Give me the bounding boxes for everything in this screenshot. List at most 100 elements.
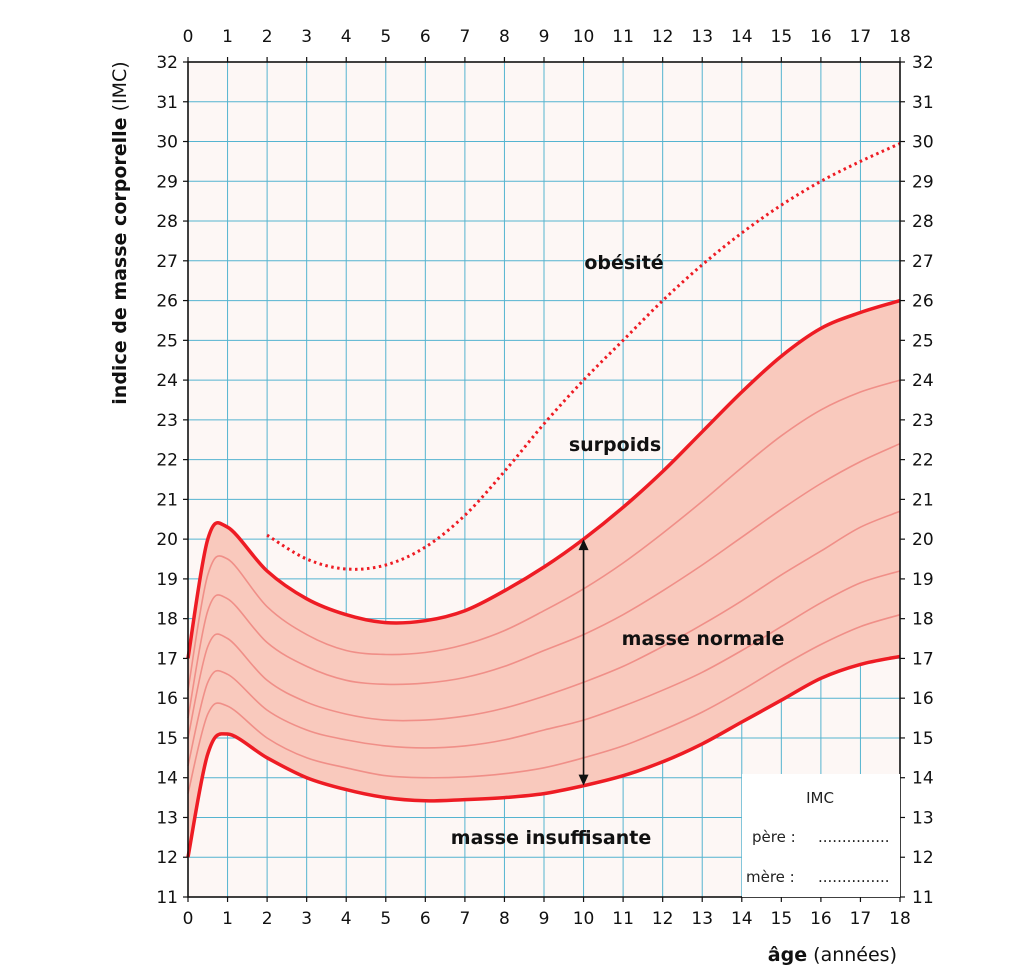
x-tick-label-top: 0: [183, 27, 194, 47]
x-tick-label-top: 6: [420, 27, 431, 47]
region-label-surpoids: surpoids: [569, 434, 661, 456]
x-tick-label-bottom: 1: [222, 909, 233, 929]
plot-frame: [183, 57, 905, 902]
y-tick-label-right: 22: [912, 451, 934, 471]
y-tick-label-right: 12: [912, 848, 934, 868]
y-tick-label-right: 27: [912, 252, 934, 272]
tick-labels: 0011223344556677889910101111121213131414…: [156, 27, 933, 929]
x-tick-label-bottom: 15: [771, 909, 793, 929]
x-tick-label-top: 17: [850, 27, 872, 47]
y-tick-label-left: 27: [156, 252, 178, 272]
arrow-head-down: [578, 774, 589, 786]
y-tick-label-left: 15: [156, 729, 178, 749]
y-tick-label-left: 30: [156, 133, 178, 153]
boundary-curves: [186, 298, 901, 858]
x-tick-label-bottom: 6: [420, 909, 431, 929]
obesity-threshold: [266, 142, 901, 571]
x-tick-label-top: 9: [539, 27, 550, 47]
y-axis-title: indice de masse corporelle (IMC): [109, 61, 131, 404]
y-tick-label-left: 19: [156, 570, 178, 590]
x-tick-label-bottom: 7: [459, 909, 470, 929]
note-box-background: [742, 774, 900, 897]
x-tick-label-top: 1: [222, 27, 233, 47]
x-tick-label-top: 14: [731, 27, 753, 47]
y-tick-label-left: 22: [156, 451, 178, 471]
y-tick-label-right: 25: [912, 331, 934, 351]
x-tick-label-top: 8: [499, 27, 510, 47]
y-tick-label-right: 17: [912, 649, 934, 669]
y-tick-label-right: 24: [912, 371, 934, 391]
y-axis-title-bold: indice de masse corporelle: [109, 117, 131, 404]
percentile-curve-2: [187, 442, 901, 719]
y-tick-label-left: 32: [156, 53, 178, 73]
overweight-threshold-curve: [186, 298, 901, 659]
underweight-threshold-curve: [186, 654, 901, 858]
y-tick-label-right: 30: [912, 133, 934, 153]
x-tick-label-top: 15: [771, 27, 793, 47]
y-tick-label-right: 15: [912, 729, 934, 749]
x-tick-label-bottom: 4: [341, 909, 352, 929]
y-tick-label-right: 23: [912, 411, 934, 431]
x-tick-label-bottom: 14: [731, 909, 753, 929]
x-tick-label-bottom: 5: [380, 909, 391, 929]
percentile-curve-4: [187, 570, 901, 766]
region-label-obesite: obésité: [584, 252, 663, 274]
x-axis-title-unit: (années): [813, 944, 897, 966]
normal-range-arrow: [578, 539, 589, 786]
y-tick-label-right: 14: [912, 769, 934, 789]
x-tick-label-top: 7: [459, 27, 470, 47]
y-tick-label-left: 31: [156, 93, 178, 113]
y-tick-label-right: 29: [912, 172, 934, 192]
y-tick-label-left: 18: [156, 610, 178, 630]
x-tick-label-top: 12: [652, 27, 674, 47]
x-tick-label-bottom: 8: [499, 909, 510, 929]
x-axis-title: âge (années): [768, 944, 897, 966]
x-tick-label-bottom: 11: [612, 909, 634, 929]
x-tick-label-top: 13: [691, 27, 713, 47]
percentile-curve-3: [187, 510, 901, 739]
region-label-insuffisante: masse insuffisante: [451, 827, 651, 849]
y-axis-title-unit: (IMC): [109, 61, 131, 111]
x-tick-label-top: 5: [380, 27, 391, 47]
y-tick-label-left: 25: [156, 331, 178, 351]
x-tick-label-bottom: 10: [573, 909, 595, 929]
arrow-head-up: [578, 539, 589, 551]
x-tick-label-top: 3: [301, 27, 312, 47]
y-tick-label-right: 16: [912, 689, 934, 709]
y-tick-label-left: 24: [156, 371, 178, 391]
y-tick-label-left: 23: [156, 411, 178, 431]
y-tick-label-left: 17: [156, 649, 178, 669]
note-father-label: père :: [752, 828, 796, 846]
y-tick-label-right: 11: [912, 888, 934, 908]
note-title: IMC: [806, 789, 834, 807]
x-tick-label-bottom: 9: [539, 909, 550, 929]
x-tick-label-bottom: 0: [183, 909, 194, 929]
x-tick-label-bottom: 17: [850, 909, 872, 929]
x-tick-label-top: 2: [262, 27, 273, 47]
note-mother-label: mère :: [746, 868, 795, 886]
y-tick-label-right: 32: [912, 53, 934, 73]
x-axis-title-bold: âge: [768, 944, 807, 966]
y-tick-label-right: 19: [912, 570, 934, 590]
y-tick-label-left: 14: [156, 769, 178, 789]
x-tick-label-top: 10: [573, 27, 595, 47]
obesity-threshold-curve: [266, 142, 901, 571]
note-father-dots: ...............: [818, 828, 890, 846]
y-tick-label-left: 21: [156, 490, 178, 510]
y-tick-label-left: 28: [156, 212, 178, 232]
x-tick-label-bottom: 3: [301, 909, 312, 929]
x-tick-label-top: 16: [810, 27, 832, 47]
x-tick-label-top: 11: [612, 27, 634, 47]
y-tick-label-right: 13: [912, 808, 934, 828]
y-tick-label-left: 11: [156, 888, 178, 908]
x-tick-label-top: 18: [889, 27, 911, 47]
x-tick-label-top: 4: [341, 27, 352, 47]
x-tick-label-bottom: 2: [262, 909, 273, 929]
region-label-normale: masse normale: [622, 628, 785, 650]
y-tick-label-left: 20: [156, 530, 178, 550]
percentile-curve-1: [187, 379, 901, 691]
y-tick-label-right: 20: [912, 530, 934, 550]
y-tick-label-right: 28: [912, 212, 934, 232]
y-tick-label-left: 13: [156, 808, 178, 828]
